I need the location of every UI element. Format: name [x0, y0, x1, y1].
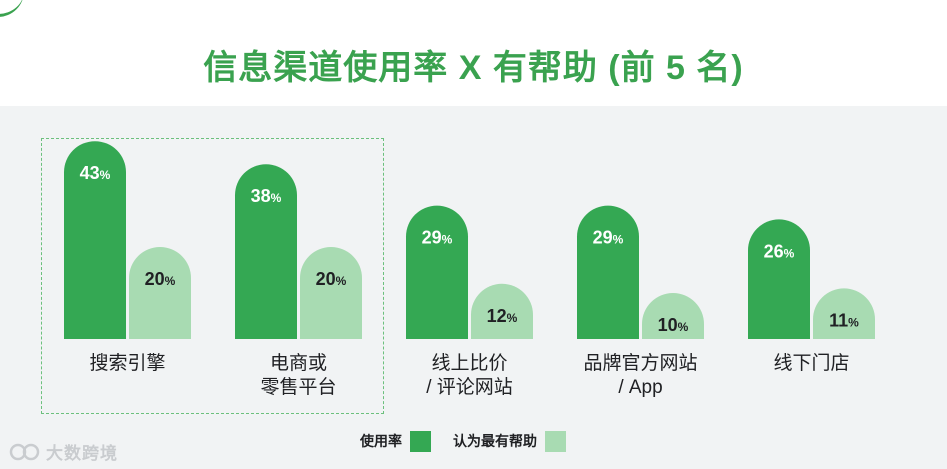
- category-label-2: 线上比价 / 评论网站: [426, 353, 513, 398]
- bar-helpful-1: [300, 247, 362, 339]
- bar-helpful-2: [471, 283, 533, 339]
- bar-usage-3: [577, 205, 639, 339]
- data-label-helpful-1: 20%: [316, 269, 347, 289]
- data-label-helpful-3: 10%: [658, 315, 689, 335]
- data-label-helpful-4: 11%: [829, 310, 859, 330]
- bar-helpful-0: [129, 247, 191, 339]
- category-label-4: 线下门店: [773, 353, 850, 374]
- bar-usage-4: [748, 219, 810, 339]
- bar-usage-1: [235, 164, 297, 339]
- data-label-usage-1: 38%: [251, 186, 282, 206]
- data-label-helpful-2: 12%: [487, 306, 518, 326]
- data-label-usage-3: 29%: [593, 228, 624, 248]
- data-label-helpful-0: 20%: [145, 269, 176, 289]
- data-label-usage-2: 29%: [422, 228, 453, 248]
- watermark: 大数跨境: [8, 439, 118, 464]
- legend-label-helpful: 认为最有帮助: [453, 433, 537, 449]
- legend-label-usage: 使用率: [360, 433, 402, 449]
- header: 信息渠道使用率 X 有帮助 (前 5 名): [0, 0, 947, 106]
- bar-helpful-3: [642, 293, 704, 339]
- category-label-1: 电商或 零售平台: [260, 353, 337, 398]
- category-label-3: 品牌官方网站 / App: [583, 353, 698, 398]
- data-label-usage-4: 26%: [764, 241, 795, 261]
- highlight-box: [41, 138, 384, 414]
- watermark-logo-icon: [9, 443, 40, 460]
- chart-title: 信息渠道使用率 X 有帮助 (前 5 名): [203, 49, 744, 87]
- watermark-text: 大数跨境: [46, 444, 118, 463]
- bar-usage-0: [64, 141, 126, 339]
- legend-swatch-usage: [410, 430, 431, 452]
- data-label-usage-0: 43%: [80, 163, 111, 183]
- bar-helpful-4: [813, 288, 875, 339]
- bar-usage-2: [406, 205, 468, 339]
- category-label-0: 搜索引擎: [89, 353, 166, 374]
- legend: 使用率 认为最有帮助: [360, 430, 588, 452]
- legend-swatch-helpful: [545, 430, 566, 452]
